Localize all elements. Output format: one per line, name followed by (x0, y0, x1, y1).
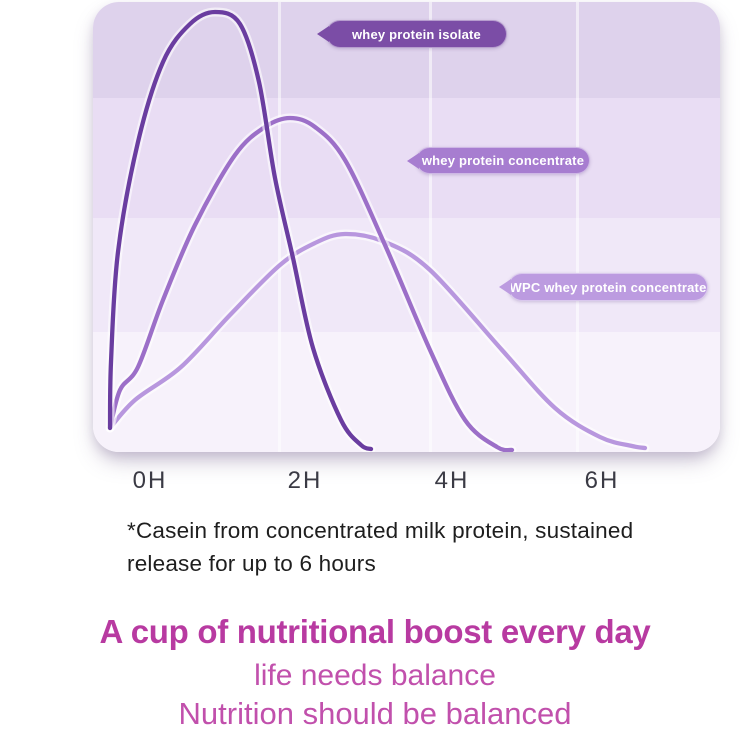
headline: A cup of nutritional boost every day (99, 613, 651, 650)
series-badge-whey-protein-isolate: whey protein isolate (326, 20, 507, 48)
x-axis-tick-2h: 2H (287, 467, 323, 494)
subline-life-needs-balance: life needs balance (254, 659, 496, 692)
x-axis-tick-4h: 4H (434, 467, 470, 494)
x-axis-tick-0h: 0H (132, 467, 168, 494)
absorption-chart-panel: whey protein isolate whey protein concen… (93, 2, 720, 452)
subline-nutrition-balanced: Nutrition should be balanced (178, 696, 572, 731)
series-badge-whey-protein-concentrate: whey protein concentrate (416, 147, 590, 174)
marketing-text-block: A cup of nutritional boost every day lif… (0, 611, 750, 731)
vertical-gridline-2h (278, 2, 281, 452)
casein-footnote-line-2: release for up to 6 hours (127, 551, 376, 576)
vertical-gridline-4h (429, 2, 432, 452)
x-axis-tick-6h: 6H (584, 467, 620, 494)
series-badge-wpc-whey-protein-concentrate: WPC whey protein concentrate (508, 273, 708, 301)
casein-footnote: *Casein from concentrated milk protein, … (127, 514, 633, 580)
series-badge-label: WPC whey protein concentrate (509, 279, 707, 295)
series-badge-label: whey protein isolate (352, 26, 481, 42)
vertical-gridline-6h (576, 2, 579, 452)
casein-footnote-line-1: *Casein from concentrated milk protein, … (127, 518, 634, 543)
absorption-curves (105, 7, 650, 452)
series-badge-label: whey protein concentrate (421, 153, 585, 168)
